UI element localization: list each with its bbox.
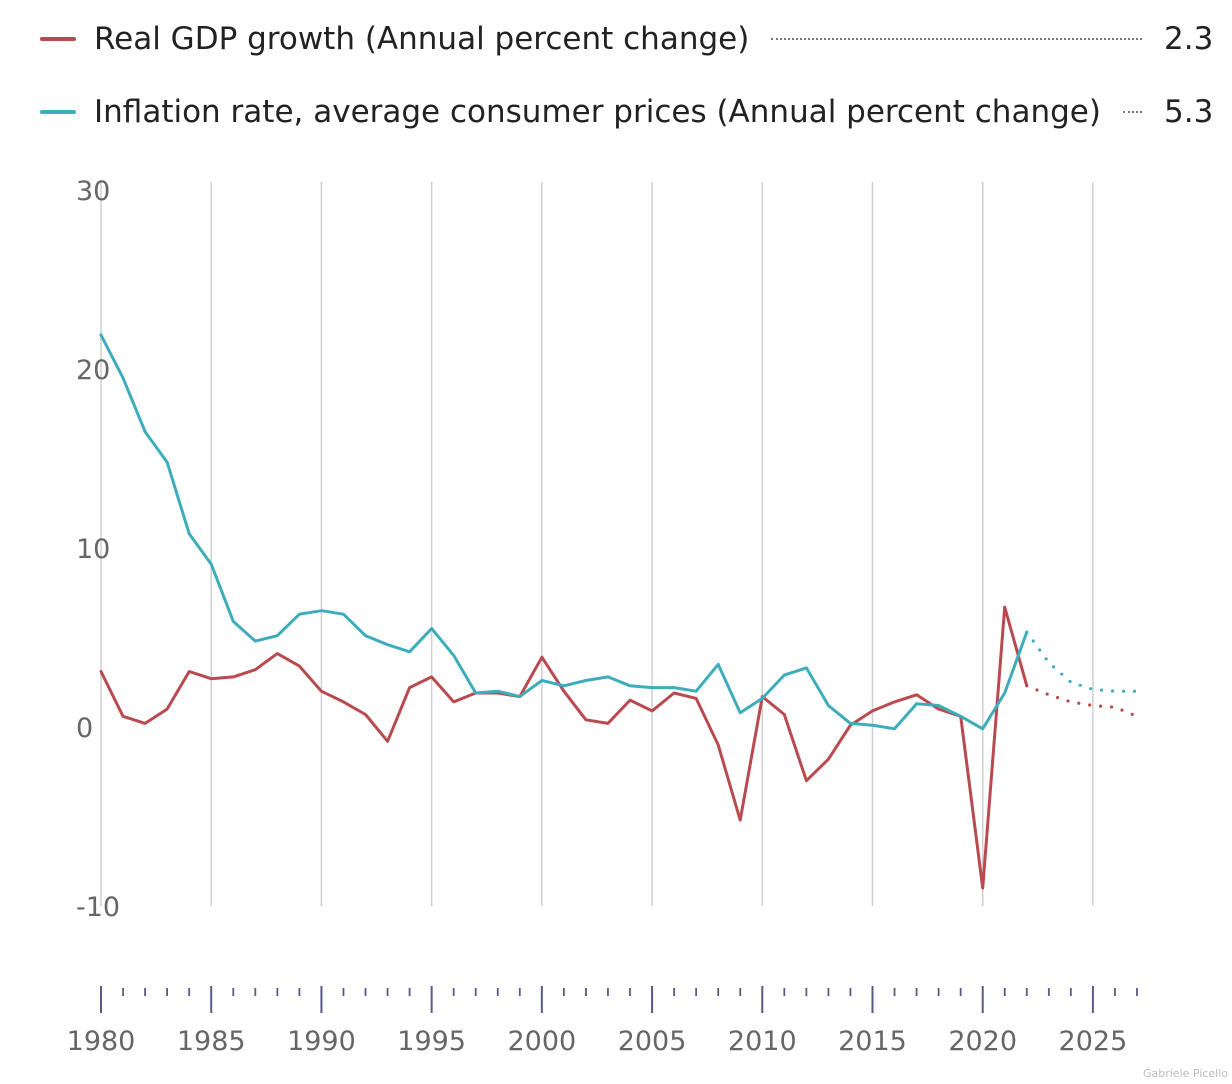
x-tick-label-2005: 2005 bbox=[618, 1026, 687, 1057]
x-tick-label-2015: 2015 bbox=[838, 1026, 907, 1057]
x-tick-label-2000: 2000 bbox=[507, 1026, 576, 1057]
line-chart: -10 0 10 20 30 1980 1985 1990 1995 2000 2005 2010 2… bbox=[0, 0, 1232, 1084]
x-tick-label-1985: 1985 bbox=[177, 1026, 246, 1057]
x-tick-label-1980: 1980 bbox=[67, 1026, 136, 1057]
y-axis-labels: -10 0 10 20 30 bbox=[76, 176, 120, 923]
gdp-series-line bbox=[101, 607, 1027, 888]
x-tick-label-2025: 2025 bbox=[1059, 1026, 1128, 1057]
y-tick-label--10: -10 bbox=[76, 892, 120, 923]
x-tick-label-1995: 1995 bbox=[397, 1026, 466, 1057]
y-tick-label-10: 10 bbox=[76, 534, 110, 565]
chart-credit: Gabriele Picello bbox=[1143, 1067, 1228, 1080]
x-tick-label-2010: 2010 bbox=[728, 1026, 797, 1057]
y-tick-label-0: 0 bbox=[76, 713, 93, 744]
y-tick-label-30: 30 bbox=[76, 176, 110, 207]
y-tick-label-20: 20 bbox=[76, 355, 110, 386]
inflation-forecast-line bbox=[1027, 632, 1137, 691]
inflation-series-line bbox=[101, 335, 1027, 729]
x-tick-label-1990: 1990 bbox=[287, 1026, 356, 1057]
gdp-forecast-line bbox=[1027, 686, 1137, 717]
x-tick-label-2020: 2020 bbox=[948, 1026, 1017, 1057]
x-axis: 1980 1985 1990 1995 2000 2005 2010 2015 2020 2025 bbox=[67, 986, 1137, 1057]
grid-layer bbox=[101, 182, 1093, 906]
